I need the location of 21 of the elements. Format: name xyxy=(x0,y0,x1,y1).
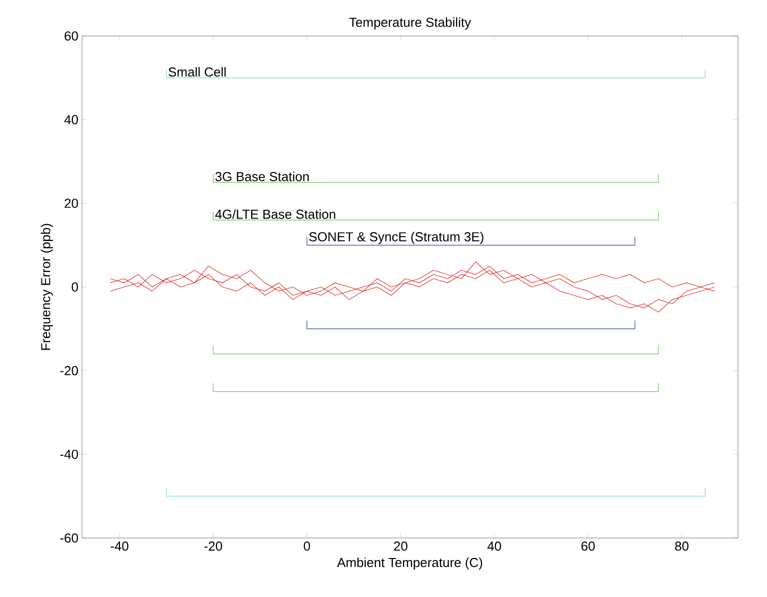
y-tick-label: -20 xyxy=(60,366,78,376)
chart-title: Temperature Stability xyxy=(349,17,472,30)
series-label: 4G/LTE Base Station xyxy=(215,209,336,219)
x-axis-title: Ambient Temperature (C) xyxy=(337,558,482,570)
y-tick-label: -60 xyxy=(60,533,78,543)
y-axis-title: Frequency Error (ppb) xyxy=(40,224,53,350)
y-tick-label: 20 xyxy=(64,198,78,208)
x-tick-label: -40 xyxy=(110,542,128,551)
series-label: 3G Base Station xyxy=(215,172,309,182)
x-tick-label: 20 xyxy=(394,542,408,551)
x-tick-label: -20 xyxy=(204,542,222,551)
series-label: Small Cell xyxy=(168,67,226,77)
y-tick-label: 0 xyxy=(72,282,78,292)
y-tick-label: 60 xyxy=(64,31,78,41)
series-label: SONET & SyncE (Stratum 3E) xyxy=(309,232,484,244)
y-tick-label: 40 xyxy=(64,115,78,124)
x-tick-label: 0 xyxy=(304,542,310,551)
x-tick-label: 40 xyxy=(487,542,502,551)
x-tick-label: 60 xyxy=(581,542,595,551)
x-tick-label: 80 xyxy=(675,542,688,551)
y-tick-label: -40 xyxy=(60,450,78,459)
